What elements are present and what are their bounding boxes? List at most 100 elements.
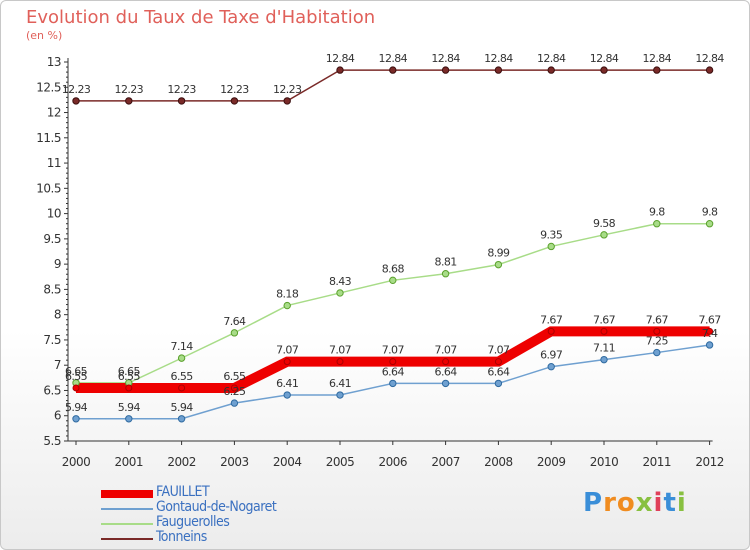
data-label: 8.81	[435, 256, 457, 269]
y-tick-label: 12	[47, 106, 61, 120]
x-tick-label: 2002	[167, 455, 196, 469]
logo-letter: t	[663, 488, 677, 518]
data-point	[336, 358, 344, 366]
data-point	[547, 242, 555, 251]
data-label: 6.64	[382, 365, 405, 378]
y-tick-label: 9.5	[43, 232, 61, 246]
data-point	[389, 66, 397, 74]
data-point	[283, 358, 291, 366]
y-tick-label: 8	[54, 308, 61, 322]
data-label: 6.64	[487, 365, 510, 378]
x-tick-label: 2000	[62, 455, 91, 469]
logo-letter: i	[653, 488, 664, 518]
data-label: 5.94	[171, 401, 194, 414]
logo-letter: o	[616, 488, 636, 518]
data-label: 7.25	[646, 335, 669, 348]
data-point	[283, 97, 291, 105]
data-label: 6.55	[118, 370, 141, 383]
y-tick-label: 12.5	[36, 80, 61, 94]
data-point	[230, 97, 239, 105]
data-point	[283, 301, 291, 310]
data-label: 9.35	[540, 228, 563, 241]
x-tick-label: 2004	[273, 455, 302, 469]
data-label: 12.84	[643, 52, 672, 65]
data-point	[389, 379, 397, 388]
y-tick-label: 7	[54, 358, 61, 372]
legend-label: FAUILLET	[156, 484, 210, 500]
data-point	[336, 66, 344, 74]
y-tick-label: 10.5	[36, 181, 61, 195]
x-tick-label: 2005	[326, 455, 355, 469]
legend-label: Tonneins	[156, 529, 207, 545]
data-label: 8.68	[382, 262, 405, 275]
logo-letter: r	[603, 488, 617, 518]
y-tick-label: 10	[47, 207, 61, 221]
x-tick-label: 2003	[220, 455, 249, 469]
x-tick-label: 2006	[379, 455, 408, 469]
legend-swatch	[101, 523, 153, 525]
data-label: 8.18	[276, 288, 299, 301]
data-label: 12.23	[220, 83, 249, 96]
data-point	[547, 363, 555, 371]
x-tick-label: 2001	[115, 455, 144, 469]
data-label: 7.07	[276, 344, 299, 357]
legend-label: Fauguerolles	[156, 514, 230, 530]
data-label: 8.43	[329, 275, 352, 288]
logo-letter: i	[676, 488, 687, 518]
y-tick-label: 8.5	[43, 282, 61, 296]
data-label: 12.84	[590, 52, 619, 65]
logo-letter: x	[635, 488, 654, 518]
data-point	[230, 384, 238, 392]
data-label: 6.65	[118, 365, 141, 378]
x-tick-label: 2012	[695, 455, 724, 469]
data-point	[705, 66, 714, 74]
y-tick-label: 7.5	[43, 333, 61, 347]
data-point	[547, 327, 555, 335]
data-label: 6.55	[223, 370, 246, 383]
data-label: 12.23	[167, 83, 196, 96]
data-label: 7.67	[540, 313, 563, 326]
data-label: 7.67	[646, 313, 669, 326]
data-point	[653, 348, 661, 357]
data-point	[177, 354, 186, 362]
logo-letter: P	[583, 488, 604, 518]
data-point	[177, 415, 186, 423]
data-label: 12.23	[115, 83, 144, 96]
data-label: 9.8	[649, 206, 665, 219]
y-tick-label: 11	[47, 156, 61, 170]
data-point	[494, 66, 503, 74]
data-label: 7.11	[593, 342, 615, 355]
data-label: 12.84	[695, 52, 724, 65]
data-point	[494, 260, 503, 269]
data-point	[441, 379, 450, 388]
data-point	[125, 384, 133, 392]
data-label: 7.07	[487, 344, 510, 357]
data-point	[125, 97, 133, 105]
data-label: 8.99	[487, 247, 510, 260]
data-point	[494, 358, 502, 366]
data-label: 7.64	[223, 315, 246, 328]
data-label: 7.07	[382, 344, 405, 357]
legend-swatch	[101, 538, 153, 540]
data-point	[441, 270, 450, 278]
legend-swatch	[101, 490, 153, 498]
data-label: 5.94	[65, 401, 88, 414]
data-point	[441, 66, 450, 74]
data-point	[389, 276, 397, 285]
data-point	[600, 66, 608, 74]
data-point	[600, 231, 608, 239]
y-tick-label: 13	[47, 55, 61, 69]
chart-title: Evolution du Taux de Taxe d'Habitation	[26, 7, 376, 28]
data-label: 6.41	[329, 377, 351, 390]
data-label: 12.23	[62, 83, 91, 96]
data-point	[653, 66, 661, 74]
y-tick-label: 6.5	[43, 383, 61, 397]
data-label: 12.84	[379, 52, 408, 65]
data-label: 9.8	[702, 206, 718, 219]
data-label: 6.97	[540, 349, 563, 362]
data-point	[653, 220, 661, 228]
data-label: 6.55	[171, 370, 194, 383]
data-point	[72, 97, 80, 105]
legend-swatch	[101, 508, 153, 510]
